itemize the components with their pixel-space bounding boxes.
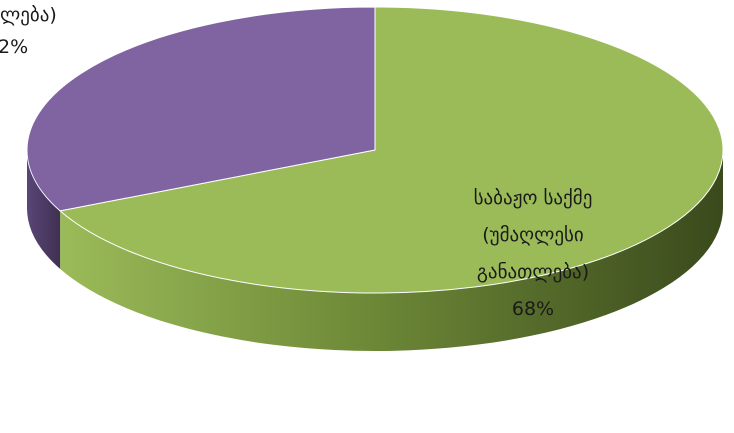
label-group: საბაჟო საქმე (უმაღლესი განათლება) 68% ლება) 2… xyxy=(0,4,592,320)
slice-top-1 xyxy=(26,6,376,212)
slice-label-0: საბაჟო საქმე (უმაღლესი განათლება) 68% xyxy=(474,187,593,320)
pie-group xyxy=(26,6,724,352)
slice-label-line: (უმაღლესი xyxy=(482,224,584,246)
slice-value-label: 68% xyxy=(512,298,554,320)
slice-label-line: საბაჟო საქმე xyxy=(474,187,593,209)
slice-label-line: განათლება) xyxy=(477,261,589,283)
slice-side-1 xyxy=(26,150,61,269)
slice-label-line: ლება) xyxy=(0,4,57,26)
slice-top-0 xyxy=(59,6,724,294)
slice-side-0 xyxy=(60,150,724,352)
slice-value-label: 2% xyxy=(0,36,28,58)
slice-label-1: ლება) 2% xyxy=(0,4,57,58)
